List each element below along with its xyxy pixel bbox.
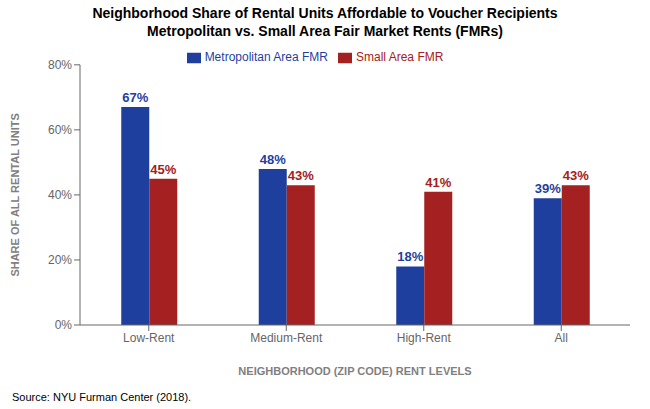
svg-text:NEIGHBORHOOD (ZIP CODE) RENT L: NEIGHBORHOOD (ZIP CODE) RENT LEVELS	[238, 365, 471, 377]
svg-text:41%: 41%	[425, 175, 451, 190]
svg-text:0%: 0%	[55, 318, 73, 332]
svg-text:67%: 67%	[122, 90, 148, 105]
svg-text:40%: 40%	[48, 188, 72, 202]
svg-text:SHARE OF ALL RENTAL UNITS: SHARE OF ALL RENTAL UNITS	[9, 113, 21, 276]
html-text:Neighborhood Share of Rental U: Neighborhood Share of Rental Units Affor…	[92, 5, 558, 21]
svg-text:60%: 60%	[48, 123, 72, 137]
svg-text:Low-Rent: Low-Rent	[123, 331, 175, 345]
svg-text:39%: 39%	[535, 181, 561, 196]
html-text:Metropolitan vs. Small Area Fa: Metropolitan vs. Small Area Fair Market …	[147, 23, 503, 39]
html-text:Source: NYU Furman Center (201: Source: NYU Furman Center (2018).	[12, 391, 192, 403]
svg-text:18%: 18%	[397, 249, 423, 264]
svg-text:48%: 48%	[260, 152, 286, 167]
svg-text:43%: 43%	[563, 168, 589, 183]
svg-text:High-Rent: High-Rent	[397, 331, 452, 345]
html-text:Small Area FMR: Small Area FMR	[356, 50, 444, 64]
svg-text:45%: 45%	[150, 162, 176, 177]
html-text:Metropolitan Area FMR: Metropolitan Area FMR	[204, 50, 328, 64]
svg-text:43%: 43%	[288, 168, 314, 183]
svg-text:80%: 80%	[48, 58, 72, 72]
svg-text:Medium-Rent: Medium-Rent	[250, 331, 323, 345]
svg-text:All: All	[555, 331, 568, 345]
svg-text:20%: 20%	[48, 253, 72, 267]
